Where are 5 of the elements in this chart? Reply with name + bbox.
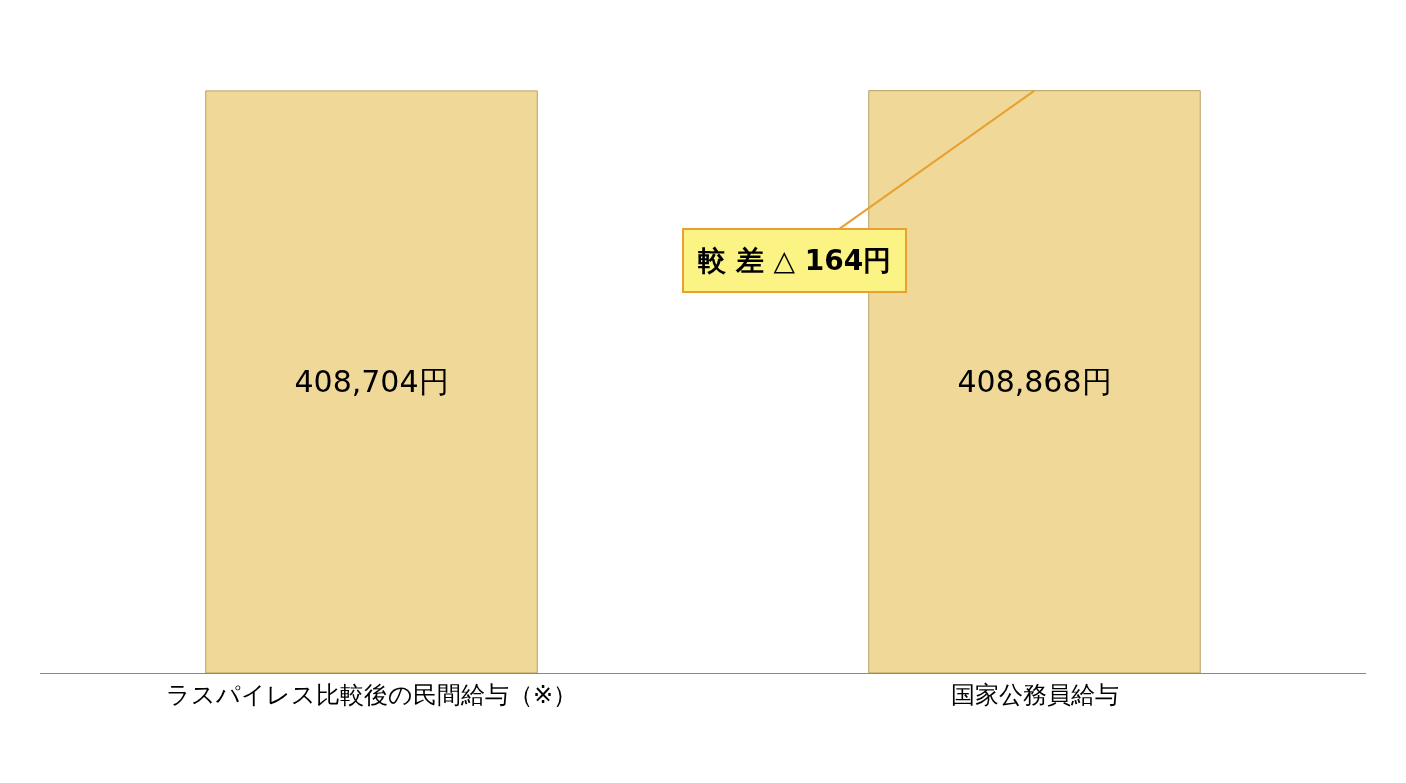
data-label: 408,704円 (294, 364, 449, 400)
data-label: 408,868円 (957, 364, 1112, 400)
x-tick-label: ラスパイレス比較後の民間給与（※） (165, 680, 578, 709)
annotation: 較 差 △ 164円 (698, 244, 892, 277)
x-tick-label: 国家公務員給与 (950, 680, 1119, 709)
